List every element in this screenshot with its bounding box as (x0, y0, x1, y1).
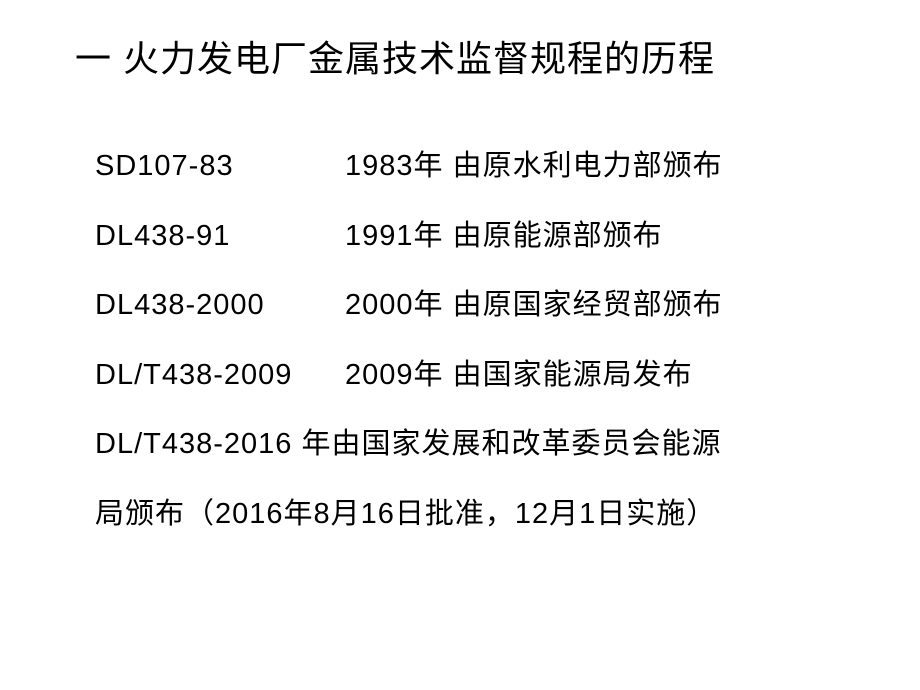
standard-year: 1983年 (345, 150, 444, 182)
standard-desc: 由原国家经贸部颁布 (453, 289, 723, 321)
history-row-wrapped: DL/T438-2016 年由国家发展和改革委员会能源 (95, 410, 865, 480)
history-row: DL438-911991年 由原能源部颁布 (95, 202, 865, 272)
standard-code: DL438-2000 (95, 271, 345, 341)
standard-code: DL438-91 (95, 202, 345, 272)
history-row: DL438-20002000年 由原国家经贸部颁布 (95, 271, 865, 341)
standard-year: 2009年 (345, 359, 444, 391)
content-area: SD107-831983年 由原水利电力部颁布 DL438-911991年 由原… (75, 132, 865, 550)
standard-desc: 由原水利电力部颁布 (453, 150, 723, 182)
standard-year: 1991年 (345, 220, 444, 252)
standard-desc: 由国家能源局发布 (453, 359, 693, 391)
history-row: DL/T438-20092009年 由国家能源局发布 (95, 341, 865, 411)
history-row-wrapped: 局颁布（2016年8月16日批准，12月1日实施） (95, 480, 865, 550)
standard-desc: 由原能源部颁布 (453, 220, 663, 252)
standard-code: DL/T438-2009 (95, 341, 345, 411)
history-row: SD107-831983年 由原水利电力部颁布 (95, 132, 865, 202)
standard-year: 2000年 (345, 289, 444, 321)
slide-title: 一 火力发电厂金属技术监督规程的历程 (75, 30, 865, 82)
standard-code: SD107-83 (95, 132, 345, 202)
